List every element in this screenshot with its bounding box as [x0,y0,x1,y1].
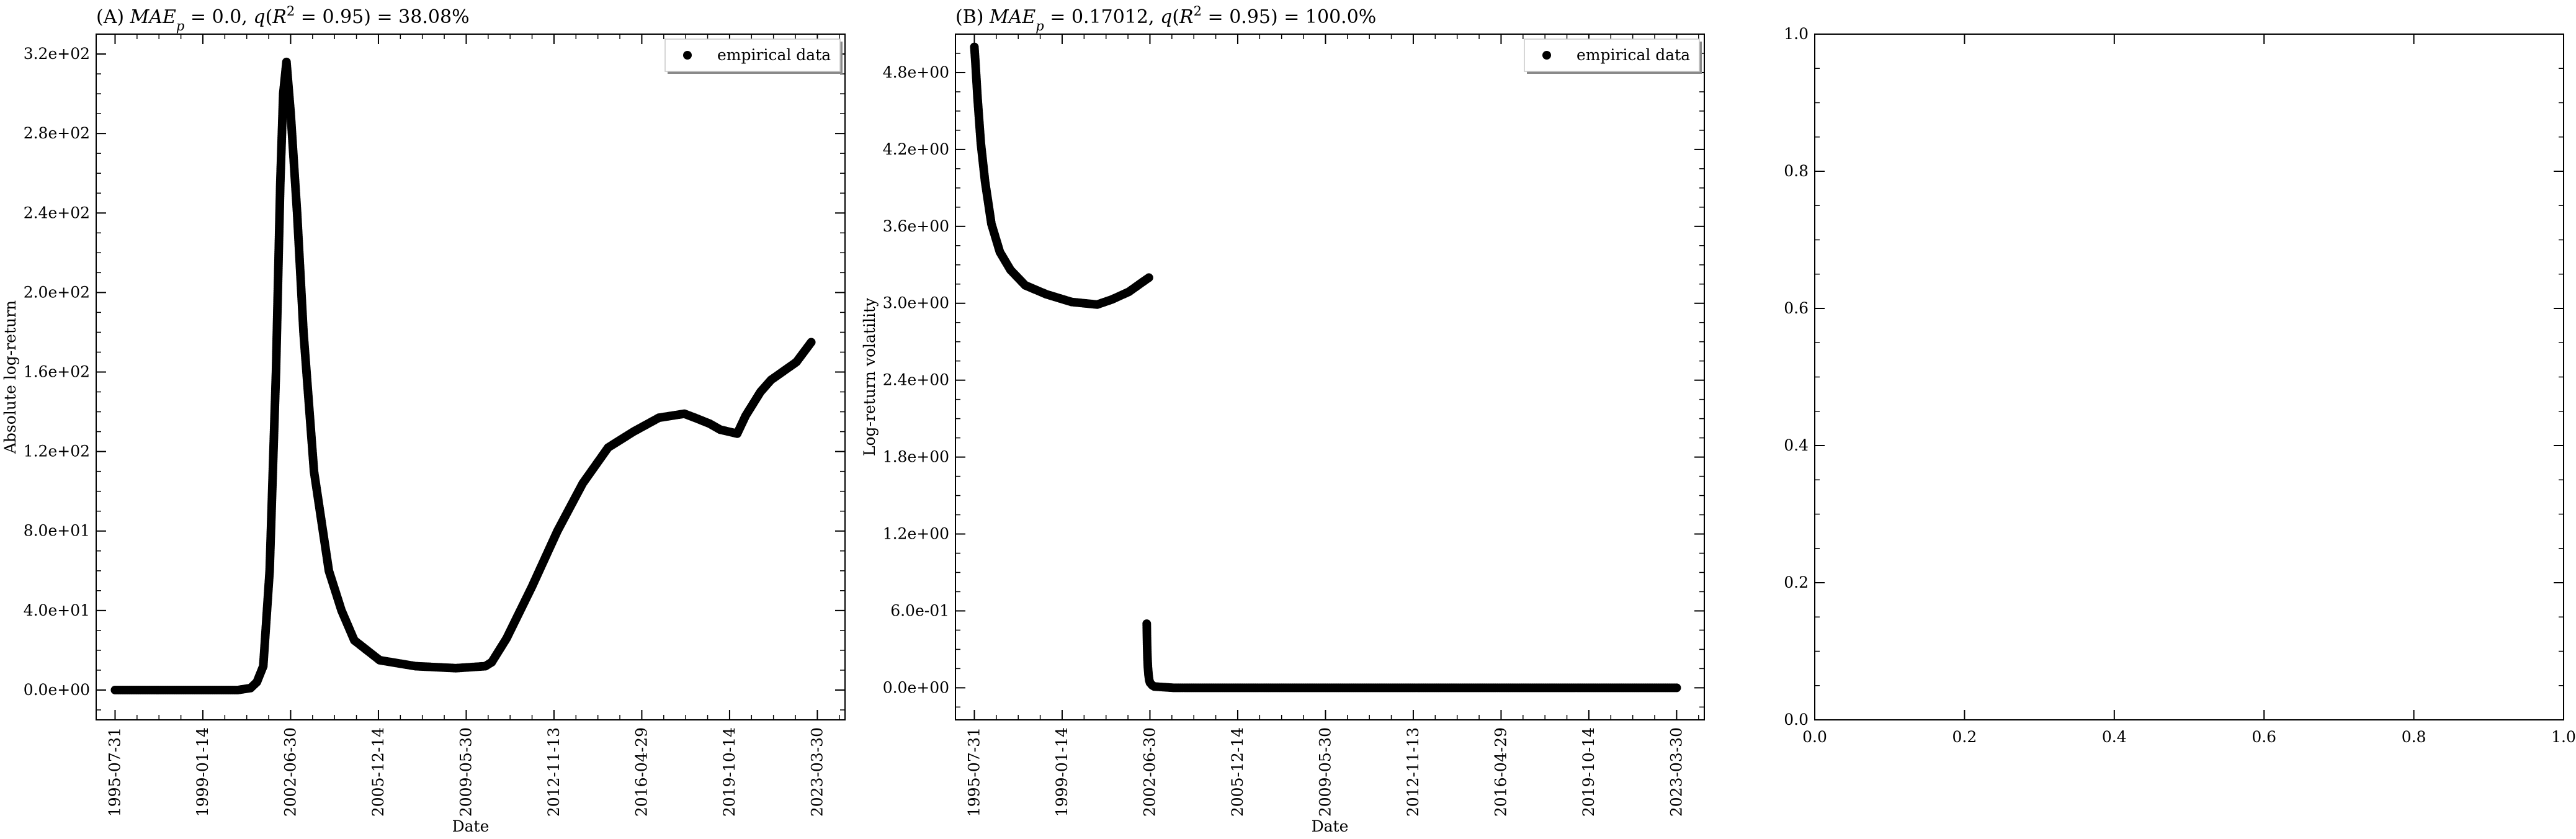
legend-label: empirical data [717,46,831,64]
x-tick-label: 0.6 [2252,728,2276,746]
x-tick-label: 0.0 [1802,728,1827,746]
y-tick-label: 2.0e+02 [24,283,90,301]
chart-title: (A) MAEp = 0.0, q(R2 = 0.95) = 38.08% [96,4,470,34]
y-tick-label: 3.0e+00 [883,294,949,312]
y-tick-label: 6.0e-01 [890,601,949,619]
plot-frame [1814,34,2564,720]
x-tick-label: 2009-05-30 [1316,727,1334,817]
x-tick-label: 1995-07-31 [965,727,983,817]
y-tick-label: 1.2e+02 [24,442,90,460]
legend: empirical data [664,38,843,74]
x-tick-label: 1999-01-14 [194,727,212,817]
x-tick-label: 2016-04-29 [1491,727,1509,817]
legend-box [1524,38,1700,72]
y-tick-label: 4.8e+00 [883,63,949,81]
x-tick-label: 2019-10-14 [1580,727,1598,817]
legend-marker [683,51,692,60]
data-point [805,339,815,348]
y-tick-label: 0.8 [1784,162,1809,180]
y-tick-label: 1.8e+00 [883,448,949,466]
x-tick-label: 2023-03-30 [1667,727,1685,817]
y-tick-label: 8.0e+01 [24,522,90,540]
x-tick-label: 2012-11-13 [1404,727,1422,817]
x-tick-label: 2023-03-30 [808,727,826,817]
x-tick-label: 1995-07-31 [105,727,123,817]
y-tick-label: 4.0e+01 [24,601,90,619]
y-tick-label: 1.2e+00 [883,525,949,543]
series-empirical data [110,57,816,694]
y-tick-label: 0.0e+00 [24,681,90,699]
y-tick-label: 2.4e+00 [883,371,949,389]
y-tick-label: 1.6e+02 [24,362,90,380]
x-axis-label: Date [452,817,490,835]
y-tick-label: 0.4 [1784,436,1809,454]
legend-box [664,38,841,72]
y-tick-label: 4.2e+00 [883,140,949,158]
y-axis-label: Absolute log-return [1,300,19,454]
series-empirical data [970,42,1681,693]
y-tick-label: 1.0 [1784,25,1809,43]
y-tick-label: 3.2e+02 [24,45,90,63]
x-tick-label: 2016-04-29 [632,727,650,817]
y-tick-label: 0.0e+00 [883,678,949,696]
data-point [1143,274,1152,284]
legend-marker [1542,51,1551,60]
legend-label: empirical data [1576,46,1690,64]
legend: empirical data [1524,38,1702,74]
x-tick-label: 2002-06-30 [1140,727,1158,817]
y-tick-label: 0.2 [1784,573,1809,591]
y-tick-label: 0.0 [1784,711,1809,729]
y-tick-label: 2.8e+02 [24,124,90,142]
x-tick-label: 2012-11-13 [545,727,563,817]
chart-panel-0: 0.0e+00 4.0e+01 8.0e+01 1.2e+02 1.6e+02 2.0e+… [1,4,846,835]
x-tick-label: 2002-06-30 [281,727,299,817]
x-tick-label: 2019-10-14 [720,727,738,817]
x-tick-label: 2009-05-30 [457,727,475,817]
plot-frame [96,34,846,720]
x-tick-label: 1999-01-14 [1053,727,1071,817]
chart-panel-1: 0.0e+00 6.0e-01 1.2e+00 1.8e+00 2.4e+00 3.0e+… [861,4,1705,835]
x-tick-label: 0.4 [2102,728,2127,746]
y-tick-label: 2.4e+02 [24,204,90,222]
plot-frame [955,34,1705,720]
y-axis-label: Log-return volatility [861,297,879,456]
x-axis-label: Date [1312,817,1349,835]
y-tick-label: 0.6 [1784,299,1809,317]
chart-panel-2: 0.0 0.2 0.4 0.6 0.8 1.0 0.0 0.2 0.4 0.6 0.8 1.0 [1784,25,2576,746]
data-point [1670,683,1679,693]
x-tick-label: 0.8 [2402,728,2426,746]
x-tick-label: 1.0 [2551,728,2576,746]
x-tick-label: 2005-12-14 [1228,727,1246,817]
x-tick-label: 2005-12-14 [369,727,387,817]
chart-title: (B) MAEp = 0.17012, q(R2 = 0.95) = 100.0… [955,4,1376,34]
y-tick-label: 3.6e+00 [883,217,949,235]
x-tick-label: 0.2 [1952,728,1977,746]
